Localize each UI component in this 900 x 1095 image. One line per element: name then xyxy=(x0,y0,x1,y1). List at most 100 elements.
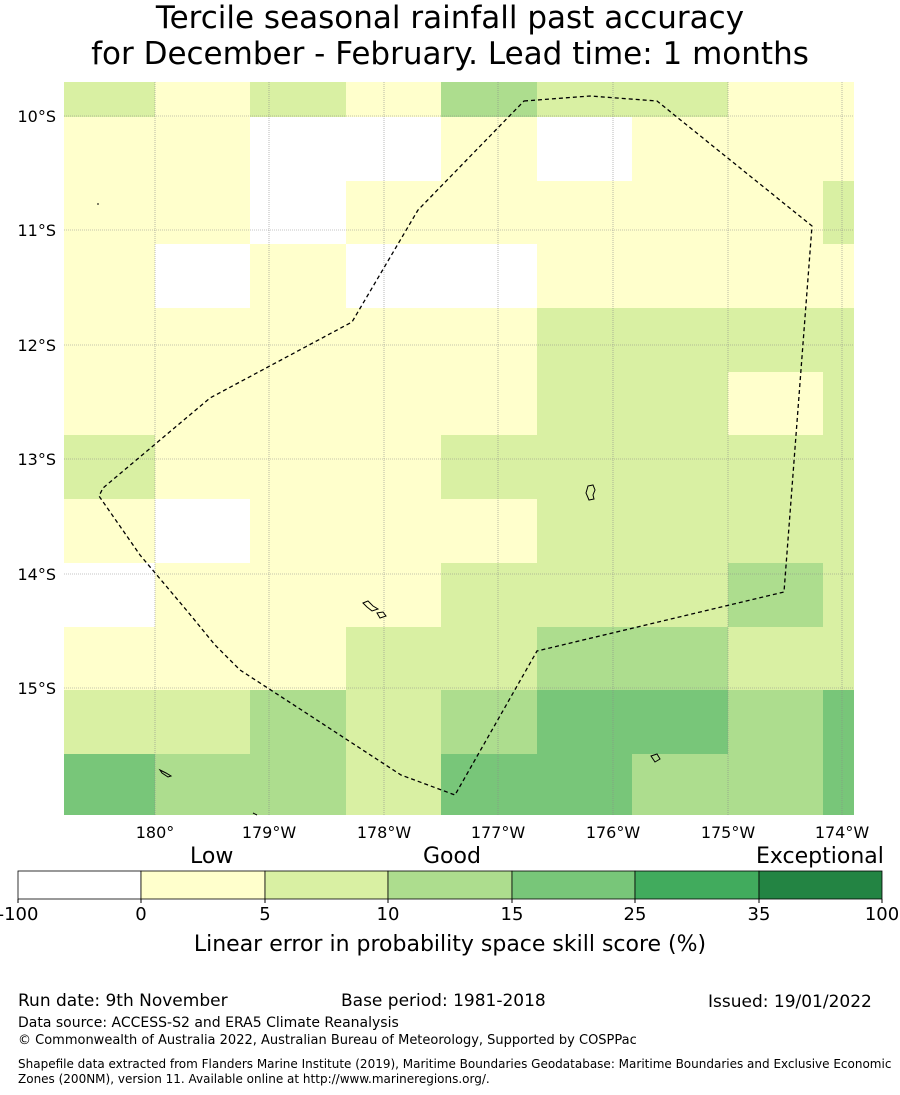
grid-cell xyxy=(537,435,632,499)
grid-cell xyxy=(728,435,823,499)
grid-cell xyxy=(728,499,823,563)
grid-cell xyxy=(728,372,823,435)
colorbar-segment xyxy=(140,870,266,900)
grid-cell xyxy=(64,499,155,563)
colorbar-segment xyxy=(264,870,389,900)
grid-cell xyxy=(632,627,728,690)
grid-cell xyxy=(250,181,346,244)
colorbar: -100 0 5 10 15 25 35 100 xyxy=(0,870,899,925)
grid-cell xyxy=(64,690,155,754)
colorbar-segment xyxy=(758,870,883,900)
grid-cell xyxy=(64,372,155,435)
colorbar-segment xyxy=(387,870,513,900)
grid-cell xyxy=(823,690,854,754)
island-bottom xyxy=(252,812,258,816)
grid-cell xyxy=(632,499,728,563)
grid-cell xyxy=(346,372,441,435)
grid-cell xyxy=(155,244,250,308)
grid-cell xyxy=(728,82,823,117)
grid-cell xyxy=(64,435,155,499)
lat-tick-label: 15°S xyxy=(17,679,56,698)
island-southwest xyxy=(158,768,173,778)
run-date: Run date: 9th November xyxy=(18,991,228,1011)
grid-cell xyxy=(823,499,854,563)
grid-cell xyxy=(728,181,823,244)
grid-cell xyxy=(64,308,155,372)
grid-cell xyxy=(632,181,728,244)
grid-cell xyxy=(823,563,854,627)
grid-cell xyxy=(346,435,441,499)
grid-cell xyxy=(64,82,155,117)
grid-cell xyxy=(537,563,632,627)
grid-cell xyxy=(823,181,854,244)
grid-cell xyxy=(537,181,632,244)
grid-cell xyxy=(632,435,728,499)
scale-low-label: Low xyxy=(190,844,234,869)
lon-tick-label: 176°W xyxy=(586,823,641,842)
grid-cell xyxy=(441,82,537,117)
colorbar-tick-label: 35 xyxy=(748,904,771,925)
colorbar-tick-label: 5 xyxy=(259,904,270,925)
grid-cell xyxy=(728,308,823,372)
grid-cell xyxy=(537,308,632,372)
grid-cell xyxy=(632,372,728,435)
grid-cell xyxy=(441,372,537,435)
grid-cell xyxy=(632,308,728,372)
grid-cell xyxy=(346,82,441,117)
colorbar-segment xyxy=(17,870,142,900)
grid-cell xyxy=(346,690,441,754)
grid-cell xyxy=(250,690,346,754)
grid-cell xyxy=(346,499,441,563)
grid-cell xyxy=(823,627,854,690)
grid-cell xyxy=(346,563,441,627)
grid-cell xyxy=(537,754,632,815)
grid-cell xyxy=(64,563,155,627)
grid-cell xyxy=(537,82,632,117)
grid-cell xyxy=(155,82,250,117)
grid-cell xyxy=(441,563,537,627)
colorbar-tick-label: 25 xyxy=(624,904,647,925)
grid-cell xyxy=(441,754,537,815)
latitude-tick-labels: 10°S 11°S 12°S 13°S 14°S 15°S xyxy=(17,107,56,698)
lat-tick-label: 13°S xyxy=(17,450,56,469)
grid-cell xyxy=(250,372,346,435)
scale-exceptional-label: Exceptional xyxy=(756,844,884,869)
lon-tick-label: 174°W xyxy=(815,823,870,842)
grid-cell xyxy=(537,372,632,435)
chart-title-line-2: for December - February. Lead time: 1 mo… xyxy=(91,36,809,72)
longitude-tick-labels: 180° 179°W 178°W 177°W 176°W 175°W 174°W xyxy=(136,823,870,842)
colorbar-tick-label: 0 xyxy=(135,904,146,925)
lat-tick-label: 12°S xyxy=(17,336,56,355)
lon-tick-label: 178°W xyxy=(357,823,412,842)
grid-cell xyxy=(250,244,346,308)
lat-tick-label: 14°S xyxy=(17,565,56,584)
colorbar-axis-label: Linear error in probability space skill … xyxy=(193,932,707,957)
grid-cell xyxy=(728,117,823,181)
grid-cell xyxy=(64,117,155,181)
graticule xyxy=(64,82,854,815)
grid-cell xyxy=(155,308,250,372)
lat-tick-label: 10°S xyxy=(17,107,56,126)
lon-tick-label: 179°W xyxy=(242,823,297,842)
eez-boundary xyxy=(98,95,813,796)
lon-tick-label: 180° xyxy=(136,823,175,842)
skill-grid xyxy=(64,82,854,815)
grid-cell xyxy=(823,244,854,308)
colorbar-tick-label: 15 xyxy=(501,904,524,925)
grid-cell xyxy=(823,117,854,181)
grid-cell xyxy=(155,117,250,181)
grid-cell xyxy=(250,563,346,627)
grid-cell xyxy=(346,308,441,372)
grid-cell xyxy=(346,181,441,244)
grid-cell xyxy=(155,181,250,244)
island-south xyxy=(650,753,661,763)
grid-cell xyxy=(64,627,155,690)
lon-tick-label: 175°W xyxy=(701,823,756,842)
grid-cell xyxy=(250,627,346,690)
grid-cell xyxy=(346,117,441,181)
grid-cell xyxy=(250,754,346,815)
chart-title-line-1: Tercile seasonal rainfall past accuracy xyxy=(155,0,745,36)
grid-cell xyxy=(537,499,632,563)
grid-cell xyxy=(250,435,346,499)
colorbar-tick-label: 100 xyxy=(865,904,899,925)
